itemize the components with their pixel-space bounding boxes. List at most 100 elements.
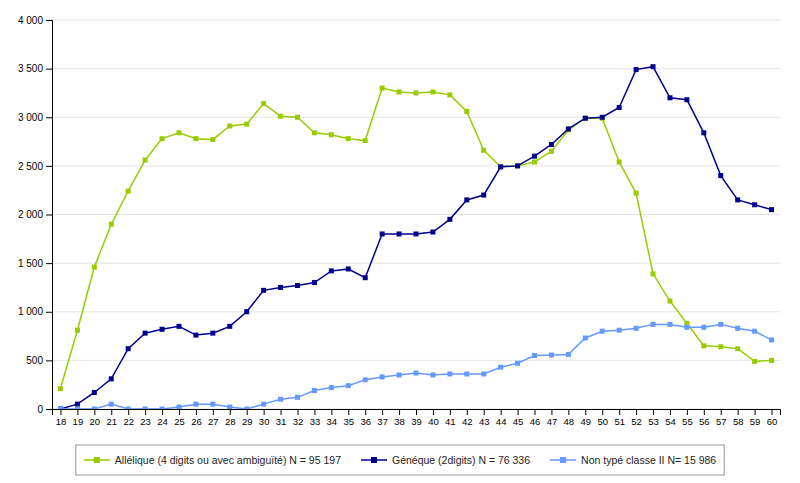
y-tick-mark — [46, 312, 52, 313]
legend-item: Non typé classe II N= 15 986 — [550, 454, 716, 466]
series-marker — [312, 130, 317, 135]
series-marker — [295, 115, 300, 120]
x-tick-mark — [128, 409, 129, 415]
x-tick-mark — [145, 409, 146, 415]
x-tick-label: 37 — [377, 416, 388, 427]
series-marker — [143, 158, 148, 163]
x-tick-label: 45 — [513, 416, 524, 427]
series-marker — [329, 385, 334, 390]
series-marker — [566, 126, 571, 131]
x-tick-label: 29 — [242, 416, 253, 427]
series-marker — [210, 402, 215, 407]
series-marker — [261, 101, 266, 106]
y-tick-mark — [46, 215, 52, 216]
chart: Allélique (4 digits ou avec ambiguïté) N… — [0, 0, 800, 483]
series-marker — [701, 325, 706, 330]
y-tick-mark — [46, 263, 52, 264]
series-marker — [718, 322, 723, 327]
x-tick-label: 25 — [174, 416, 185, 427]
y-tick-label: 500 — [26, 355, 43, 366]
x-tick-label: 55 — [682, 416, 693, 427]
x-tick-label: 52 — [631, 416, 642, 427]
series-marker — [397, 231, 402, 236]
grid-line — [52, 117, 780, 118]
series-marker — [193, 333, 198, 338]
series-marker — [752, 329, 757, 334]
series-marker — [634, 191, 639, 196]
series-marker — [414, 90, 419, 95]
series-marker — [515, 163, 520, 168]
series-marker — [617, 159, 622, 164]
series-marker — [414, 231, 419, 236]
series-marker — [481, 148, 486, 153]
x-tick-mark — [704, 409, 705, 415]
x-tick-mark — [264, 409, 265, 415]
x-tick-mark — [94, 409, 95, 415]
series-marker — [92, 265, 97, 270]
x-tick-label: 42 — [462, 416, 473, 427]
x-tick: 33 — [310, 409, 321, 427]
x-tick: 38 — [394, 409, 405, 427]
series-marker — [769, 358, 774, 363]
series-marker — [143, 407, 148, 410]
series-marker — [193, 402, 198, 407]
series-marker — [464, 109, 469, 114]
x-tick: 22 — [123, 409, 134, 427]
x-tick: 44 — [496, 409, 507, 427]
x-tick-mark — [399, 409, 400, 415]
series-marker — [515, 163, 520, 168]
legend-label: Allélique (4 digits ou avec ambiguïté) N… — [115, 454, 341, 466]
x-tick-mark — [331, 409, 332, 415]
y-tick-mark — [46, 117, 52, 118]
series-marker — [261, 402, 266, 407]
x-tick-mark — [179, 409, 180, 415]
series-marker — [278, 114, 283, 119]
x-tick-label: 26 — [191, 416, 202, 427]
x-tick: 29 — [242, 409, 253, 427]
series-marker — [363, 377, 368, 382]
series-marker — [549, 142, 554, 147]
series-marker — [447, 371, 452, 376]
series-marker — [346, 383, 351, 388]
series-marker — [380, 374, 385, 379]
series-marker — [735, 197, 740, 202]
x-tick-label: 59 — [750, 416, 761, 427]
x-tick-label: 57 — [716, 416, 727, 427]
x-tick-label: 34 — [327, 416, 338, 427]
x-tick-mark — [619, 409, 620, 415]
series-marker — [92, 390, 97, 395]
series-marker — [75, 402, 80, 407]
series-marker — [447, 92, 452, 97]
series-marker — [193, 136, 198, 141]
y-tick-label: 3 500 — [18, 63, 43, 74]
series-marker — [58, 386, 63, 391]
series-marker — [397, 372, 402, 377]
series-marker — [430, 89, 435, 94]
x-tick-label: 50 — [597, 416, 608, 427]
x-tick: 46 — [530, 409, 541, 427]
x-tick: 36 — [360, 409, 371, 427]
legend-item: Généque (2digits) N = 76 336 — [361, 454, 530, 466]
x-tick-label: 40 — [428, 416, 439, 427]
series-marker — [126, 407, 131, 410]
series-marker — [667, 95, 672, 100]
x-tick-label: 30 — [259, 416, 270, 427]
series-marker — [634, 67, 639, 72]
x-tick-mark — [518, 409, 519, 415]
x-tick: 37 — [377, 409, 388, 427]
x-tick-label: 60 — [767, 416, 778, 427]
x-tick: 55 — [682, 409, 693, 427]
x-tick-label: 56 — [699, 416, 710, 427]
x-tick: 20 — [90, 409, 101, 427]
x-tick-label: 54 — [665, 416, 676, 427]
x-tick-mark — [111, 409, 112, 415]
y-tick: 3 000 — [18, 112, 52, 123]
series-marker — [651, 64, 656, 69]
x-tick-label: 28 — [225, 416, 236, 427]
series-marker — [160, 407, 165, 410]
x-tick-mark — [755, 409, 756, 415]
x-tick-mark — [670, 409, 671, 415]
series-marker — [447, 217, 452, 222]
x-tick-mark — [687, 409, 688, 415]
x-tick-label: 49 — [581, 416, 592, 427]
